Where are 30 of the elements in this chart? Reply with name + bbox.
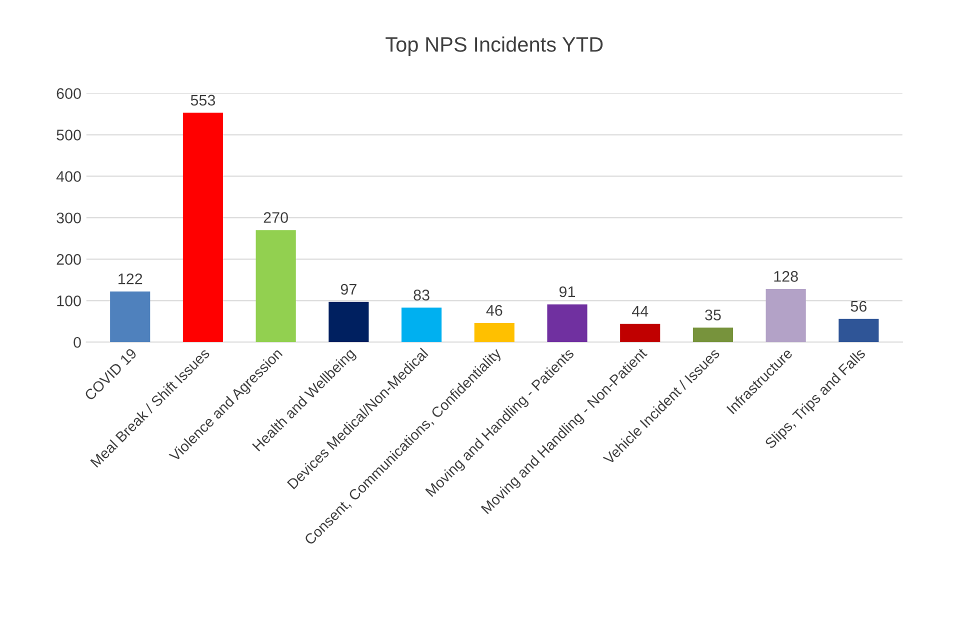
bar: [692, 328, 734, 342]
data-label: 553: [190, 94, 216, 106]
bar: [620, 324, 660, 342]
data-label: 270: [264, 212, 288, 223]
y-tick-label: 300: [56, 212, 81, 224]
bar: [182, 112, 224, 342]
y-tick-label: 500: [56, 130, 81, 140]
bar: [474, 323, 514, 342]
chart-title: Top NPS Incidents YTD: [386, 36, 603, 56]
bar: [110, 292, 150, 342]
bar: [766, 289, 806, 342]
y-tick-label: 600: [56, 88, 81, 99]
bar: [402, 308, 442, 342]
y-tick-label: 0: [74, 336, 81, 348]
data-label: 97: [340, 284, 356, 295]
bar: [328, 302, 369, 342]
y-tick-label: 100: [57, 296, 81, 306]
data-label: 56: [850, 300, 867, 312]
bar: [547, 304, 588, 342]
data-label: 44: [632, 306, 648, 317]
y-tick-label: 400: [56, 171, 81, 182]
data-label: 128: [774, 271, 798, 282]
data-label: 35: [705, 310, 721, 320]
data-label: 91: [559, 286, 576, 298]
bar: [838, 318, 879, 342]
data-label: 46: [486, 305, 502, 316]
bar: [256, 230, 296, 342]
y-tick-label: 200: [56, 254, 81, 265]
data-label: 83: [414, 290, 430, 300]
data-label: 122: [118, 274, 142, 284]
